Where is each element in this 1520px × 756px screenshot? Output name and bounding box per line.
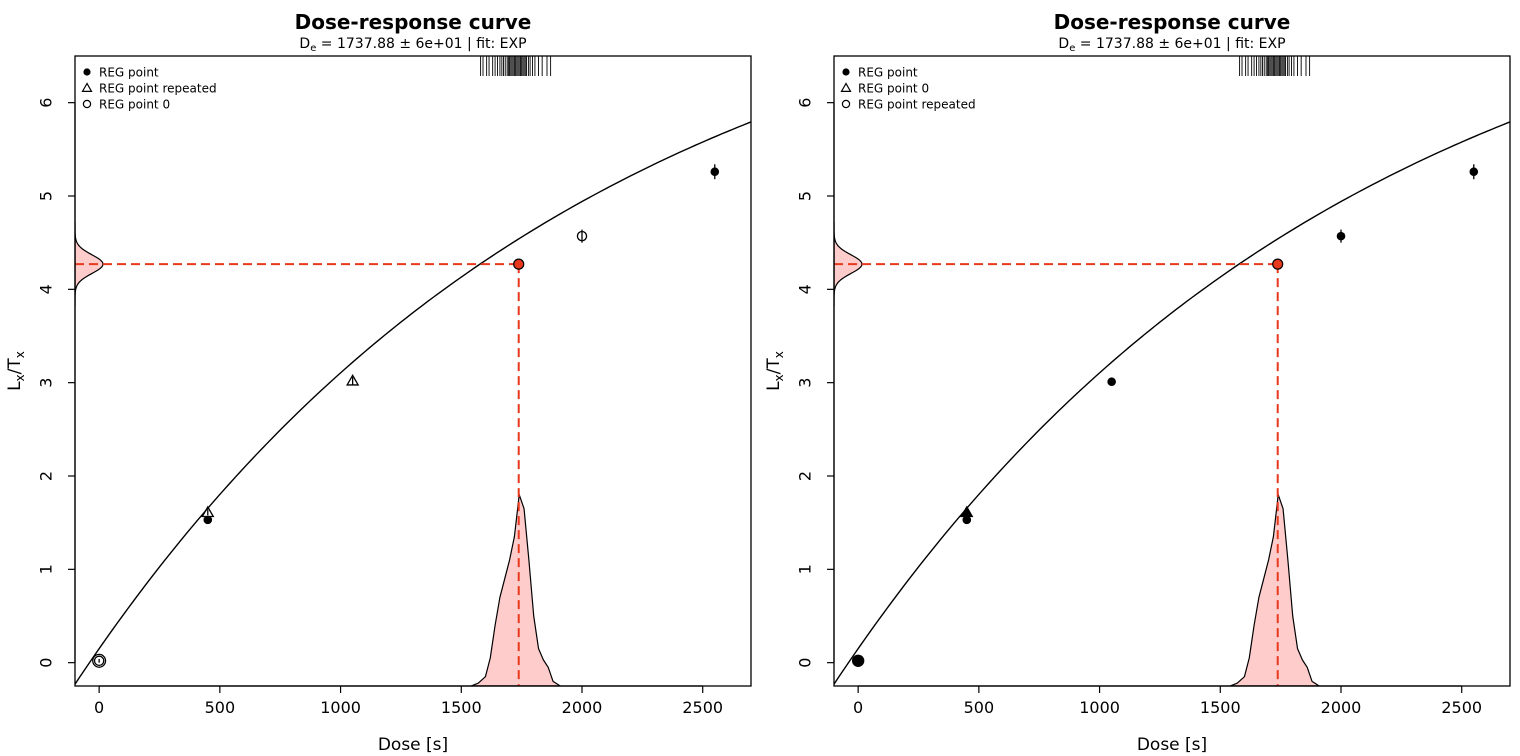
plot-frame bbox=[74, 55, 752, 687]
legend-label: REG point bbox=[99, 66, 159, 80]
fit-curve bbox=[834, 121, 1510, 686]
y-tick-label: 4 bbox=[796, 284, 815, 294]
dose-response-panel-right: Dose-response curve De = 1737.88 ± 6e+01 … bbox=[764, 10, 1511, 755]
x-tick-label: 1000 bbox=[320, 698, 361, 717]
legend-label: REG point repeated bbox=[858, 98, 976, 112]
data-point bbox=[576, 230, 588, 242]
y-axis-label: Lx/Tx bbox=[764, 351, 786, 391]
legend-marker bbox=[842, 68, 850, 76]
x-axis: 0 500 1000 1500 2000 2500 Dose [s] bbox=[94, 685, 723, 755]
data-point-outer bbox=[92, 653, 107, 668]
y-tick-label: 6 bbox=[796, 98, 815, 108]
y-axis: 0 1 2 3 4 5 6 Lx/Tx bbox=[5, 98, 76, 668]
legend-entry: REG point bbox=[842, 66, 918, 80]
y-axis: 0 1 2 3 4 5 6 Lx/Tx bbox=[764, 98, 835, 668]
chart-subtitle: De = 1737.88 ± 6e+01 | fit: EXP bbox=[299, 36, 526, 54]
y-tick-label: 2 bbox=[796, 471, 815, 481]
x-tick-label: 1000 bbox=[1079, 698, 1120, 717]
chart-subtitle: De = 1737.88 ± 6e+01 | fit: EXP bbox=[1058, 36, 1285, 54]
y-tick-label: 3 bbox=[37, 378, 56, 388]
y-tick-label: 1 bbox=[37, 564, 56, 574]
de-point bbox=[1272, 258, 1284, 270]
data-point bbox=[1107, 377, 1116, 387]
legend: REG point REG point repeated REG point 0 bbox=[81, 66, 217, 112]
x-axis-label: Dose [s] bbox=[378, 735, 448, 755]
plot-area bbox=[834, 121, 1510, 686]
data-point bbox=[962, 515, 972, 525]
x-tick-label: 2000 bbox=[1321, 698, 1362, 717]
data-point bbox=[203, 515, 213, 525]
legend-marker bbox=[83, 68, 91, 76]
y-tick-label: 0 bbox=[37, 658, 56, 668]
x-tick-label: 500 bbox=[205, 698, 236, 717]
chart-title: Dose-response curve bbox=[295, 10, 532, 34]
legend-label: REG point 0 bbox=[858, 82, 929, 96]
y-tick-label: 4 bbox=[37, 284, 56, 294]
data-point bbox=[710, 167, 720, 177]
x-tick-label: 0 bbox=[94, 698, 104, 717]
x-tick-label: 0 bbox=[853, 698, 863, 717]
rug bbox=[480, 56, 552, 76]
legend-entry: REG point bbox=[83, 66, 159, 80]
chart-title: Dose-response curve bbox=[1054, 10, 1291, 34]
data-point bbox=[851, 654, 865, 667]
y-tick-label: 5 bbox=[37, 191, 56, 201]
y-tick-label: 0 bbox=[796, 658, 815, 668]
y-axis-label: Lx/Tx bbox=[5, 351, 27, 391]
fit-curve bbox=[75, 121, 751, 686]
rug bbox=[1239, 56, 1311, 76]
data-point bbox=[93, 655, 105, 667]
x-tick-label: 2500 bbox=[682, 698, 723, 717]
de-density bbox=[1229, 494, 1320, 686]
y-tick-label: 6 bbox=[37, 98, 56, 108]
x-tick-label: 2500 bbox=[1441, 698, 1482, 717]
x-tick-label: 500 bbox=[964, 698, 995, 717]
legend-label: REG point 0 bbox=[99, 98, 170, 112]
legend-marker bbox=[81, 82, 93, 92]
data-point bbox=[960, 505, 974, 518]
plot-area bbox=[75, 121, 751, 686]
y-tick-label: 5 bbox=[796, 191, 815, 201]
x-axis: 0 500 1000 1500 2000 2500 Dose [s] bbox=[853, 685, 1482, 755]
legend-entry: REG point repeated bbox=[81, 82, 217, 96]
x-tick-label: 2000 bbox=[562, 698, 603, 717]
legend-entry: REG point repeated bbox=[841, 98, 976, 112]
data-point bbox=[1336, 231, 1346, 241]
y-tick-label: 1 bbox=[796, 564, 815, 574]
legend-entry: REG point 0 bbox=[82, 98, 170, 112]
de-point bbox=[513, 258, 525, 270]
legend-entry: REG point 0 bbox=[840, 82, 929, 96]
x-tick-label: 1500 bbox=[1200, 698, 1241, 717]
legend-marker bbox=[841, 99, 851, 109]
x-axis-label: Dose [s] bbox=[1137, 735, 1207, 755]
dose-response-panel-left: Dose-response curve De = 1737.88 ± 6e+01 … bbox=[5, 10, 752, 755]
data-point bbox=[346, 373, 360, 386]
legend-label: REG point repeated bbox=[99, 82, 217, 96]
x-tick-label: 1500 bbox=[441, 698, 482, 717]
de-density bbox=[470, 494, 561, 686]
legend: REG point REG point 0 REG point repeated bbox=[840, 66, 976, 112]
data-point bbox=[1469, 167, 1479, 177]
legend-label: REG point bbox=[858, 66, 918, 80]
y-tick-label: 3 bbox=[796, 378, 815, 388]
plot-frame bbox=[833, 55, 1511, 687]
data-point bbox=[201, 505, 215, 518]
y-tick-label: 2 bbox=[37, 471, 56, 481]
legend-marker bbox=[840, 82, 852, 92]
legend-marker bbox=[82, 99, 92, 109]
